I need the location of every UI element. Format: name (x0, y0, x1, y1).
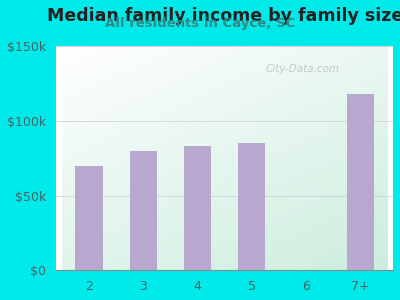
Bar (347, 94, 374, 270)
Text: All residents in Cayce, SC: All residents in Cayce, SC (105, 17, 295, 30)
Bar (184, 146, 211, 270)
Text: City-Data.com: City-Data.com (265, 64, 339, 74)
Bar (238, 143, 266, 270)
Bar (76, 166, 103, 270)
Bar (130, 151, 157, 270)
Title: Median family income by family size: Median family income by family size (47, 7, 400, 25)
